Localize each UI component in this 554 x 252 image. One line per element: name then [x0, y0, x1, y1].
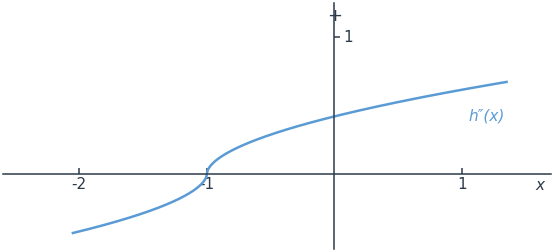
Text: h″(x): h″(x)	[468, 109, 505, 124]
Text: +: +	[327, 8, 342, 25]
Text: x: x	[536, 178, 545, 193]
Text: 1: 1	[343, 29, 353, 45]
